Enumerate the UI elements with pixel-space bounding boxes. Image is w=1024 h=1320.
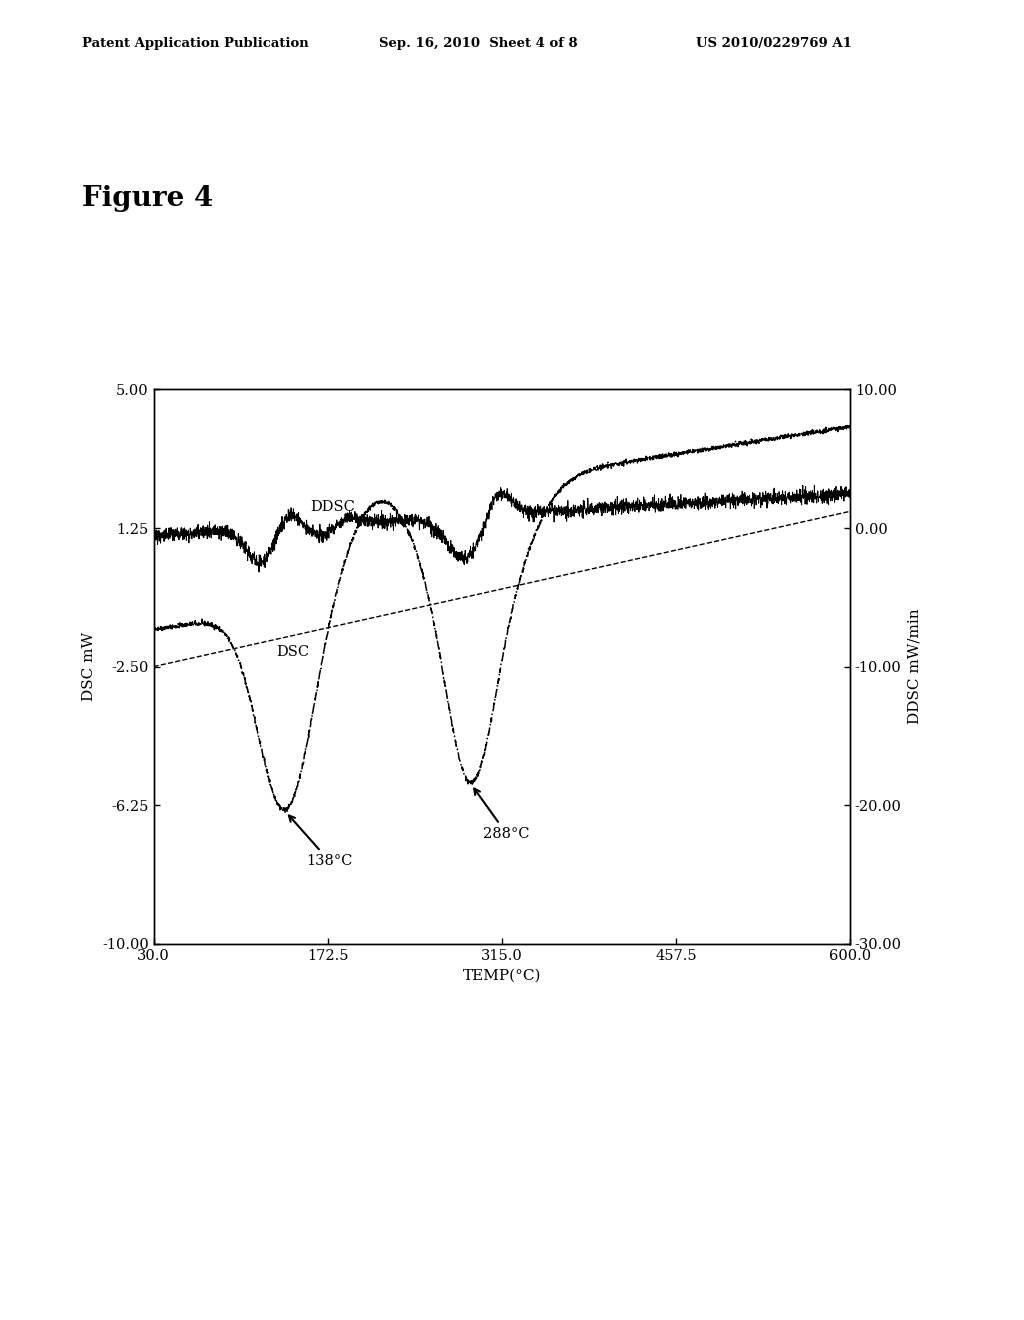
Text: Figure 4: Figure 4 <box>82 185 213 211</box>
Text: DDSC: DDSC <box>310 500 355 515</box>
Y-axis label: DSC mW: DSC mW <box>83 632 96 701</box>
Text: Sep. 16, 2010  Sheet 4 of 8: Sep. 16, 2010 Sheet 4 of 8 <box>379 37 578 50</box>
Text: US 2010/0229769 A1: US 2010/0229769 A1 <box>696 37 852 50</box>
Y-axis label: DDSC mW/min: DDSC mW/min <box>907 609 922 725</box>
Text: 288°C: 288°C <box>474 788 530 841</box>
Text: Patent Application Publication: Patent Application Publication <box>82 37 308 50</box>
Text: 138°C: 138°C <box>289 816 352 869</box>
X-axis label: TEMP(°C): TEMP(°C) <box>463 968 541 982</box>
Text: DSC: DSC <box>275 644 309 659</box>
